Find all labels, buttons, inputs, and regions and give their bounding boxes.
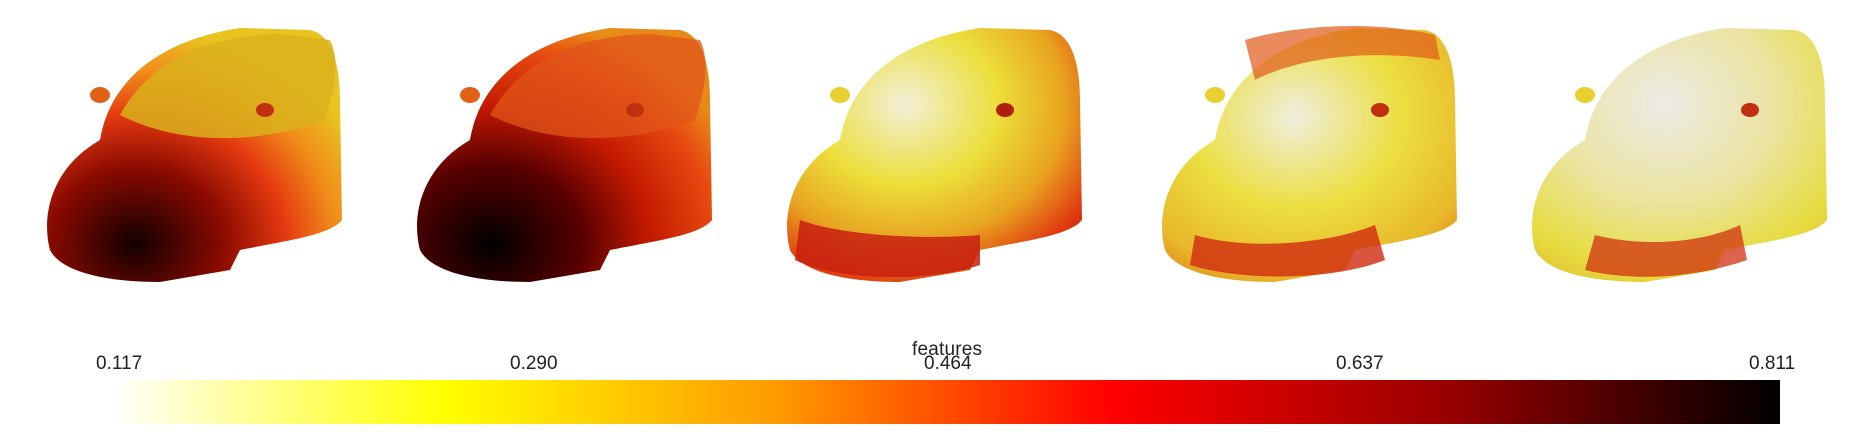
car-point-cloud-1 [40,20,380,310]
car-4-render [1162,25,1457,282]
car-5-render [1532,28,1827,282]
car-3-render [787,28,1082,282]
colorbar-tick-max: 0.811 [1749,353,1796,374]
car-point-cloud-4 [1155,20,1495,310]
colorbar-tick-2: 0.290 [510,353,558,374]
colorbar-tick-4: 0.637 [1336,353,1384,374]
car-2-render [417,28,712,282]
colorbar-gradient [112,380,1780,424]
colorbar-title: features [912,339,983,360]
car-point-cloud-3 [780,20,1120,310]
car-point-cloud-row [40,20,1865,310]
car-point-cloud-5 [1525,20,1865,310]
colorbar-tick-min: 0.117 [96,353,143,374]
colorbar [112,380,1780,424]
car-1-render [47,28,343,282]
car-point-cloud-2 [410,20,750,310]
colorbar-tick-3: 0.464 [924,353,972,374]
